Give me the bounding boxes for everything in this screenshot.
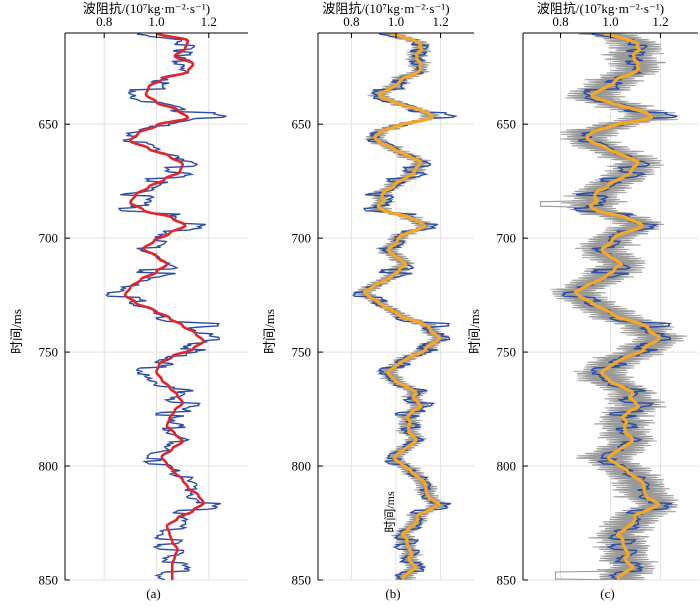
y-tick-label: 850	[497, 573, 517, 588]
x-tick-label: 1.0	[602, 14, 618, 29]
plot-area	[105, 33, 227, 580]
x-tick-label: 1.0	[148, 14, 164, 29]
y-tick-label: 750	[497, 345, 517, 360]
stray-axis-label: 时间/ms	[383, 491, 397, 533]
chart-panel-2: 0.8 1.0 1.2 650 700 750 800 850 波阻抗/(10⁷kg·m⁻²·s…	[262, 1, 474, 601]
panel-label: (c)	[600, 586, 614, 601]
y-tick-label: 750	[292, 345, 312, 360]
x-tick-label: 0.8	[552, 14, 568, 29]
x-tick-label: 1.0	[388, 14, 404, 29]
plot-area	[352, 33, 459, 580]
y-tick-label: 850	[292, 573, 312, 588]
y-tick-label: 700	[497, 231, 517, 246]
y-tick-label: 750	[39, 345, 59, 360]
y-tick-label: 700	[292, 231, 312, 246]
series-smooth	[123, 33, 205, 580]
x-tick-label: 1.2	[652, 14, 668, 29]
y-tick-label: 800	[39, 459, 59, 474]
y-tick-label: 800	[292, 459, 312, 474]
y-axis-title: 时间/ms	[262, 309, 277, 354]
y-tick-label: 700	[39, 231, 59, 246]
series-mean	[363, 33, 442, 580]
y-axis-title: 时间/ms	[9, 309, 24, 354]
x-axis-title: 波阻抗/(10⁷kg·m⁻²·s⁻¹)	[537, 1, 664, 16]
x-axis-title: 波阻抗/(10⁷kg·m⁻²·s⁻¹)	[322, 1, 449, 16]
panel-label: (a)	[146, 586, 160, 601]
y-axis-title: 时间/ms	[467, 309, 482, 354]
x-axis-title: 波阻抗/(10⁷kg·m⁻²·s⁻¹)	[83, 1, 210, 16]
series-realization-12	[559, 33, 688, 580]
x-tick-label: 1.2	[201, 14, 217, 29]
y-tick-label: 800	[497, 459, 517, 474]
y-tick-label: 850	[39, 573, 59, 588]
x-tick-label: 1.2	[432, 14, 448, 29]
y-tick-label: 650	[292, 117, 312, 132]
chart-panel-1: 0.8 1.0 1.2 650 700 750 800 850 波阻抗/(10⁷kg·m⁻²·s…	[9, 1, 248, 601]
y-tick-label: 650	[497, 117, 517, 132]
series-mean	[573, 33, 662, 580]
x-tick-label: 0.8	[96, 14, 112, 29]
plot-area	[539, 33, 688, 580]
y-tick-label: 650	[39, 117, 59, 132]
series-realization-8	[359, 33, 448, 580]
x-tick-label: 0.8	[343, 14, 359, 29]
chart-panel-3: 0.8 1.0 1.2 650 700 750 800 850 波阻抗/(10⁷kg·m⁻²·s…	[467, 1, 698, 601]
panel-label: (b)	[385, 586, 400, 601]
